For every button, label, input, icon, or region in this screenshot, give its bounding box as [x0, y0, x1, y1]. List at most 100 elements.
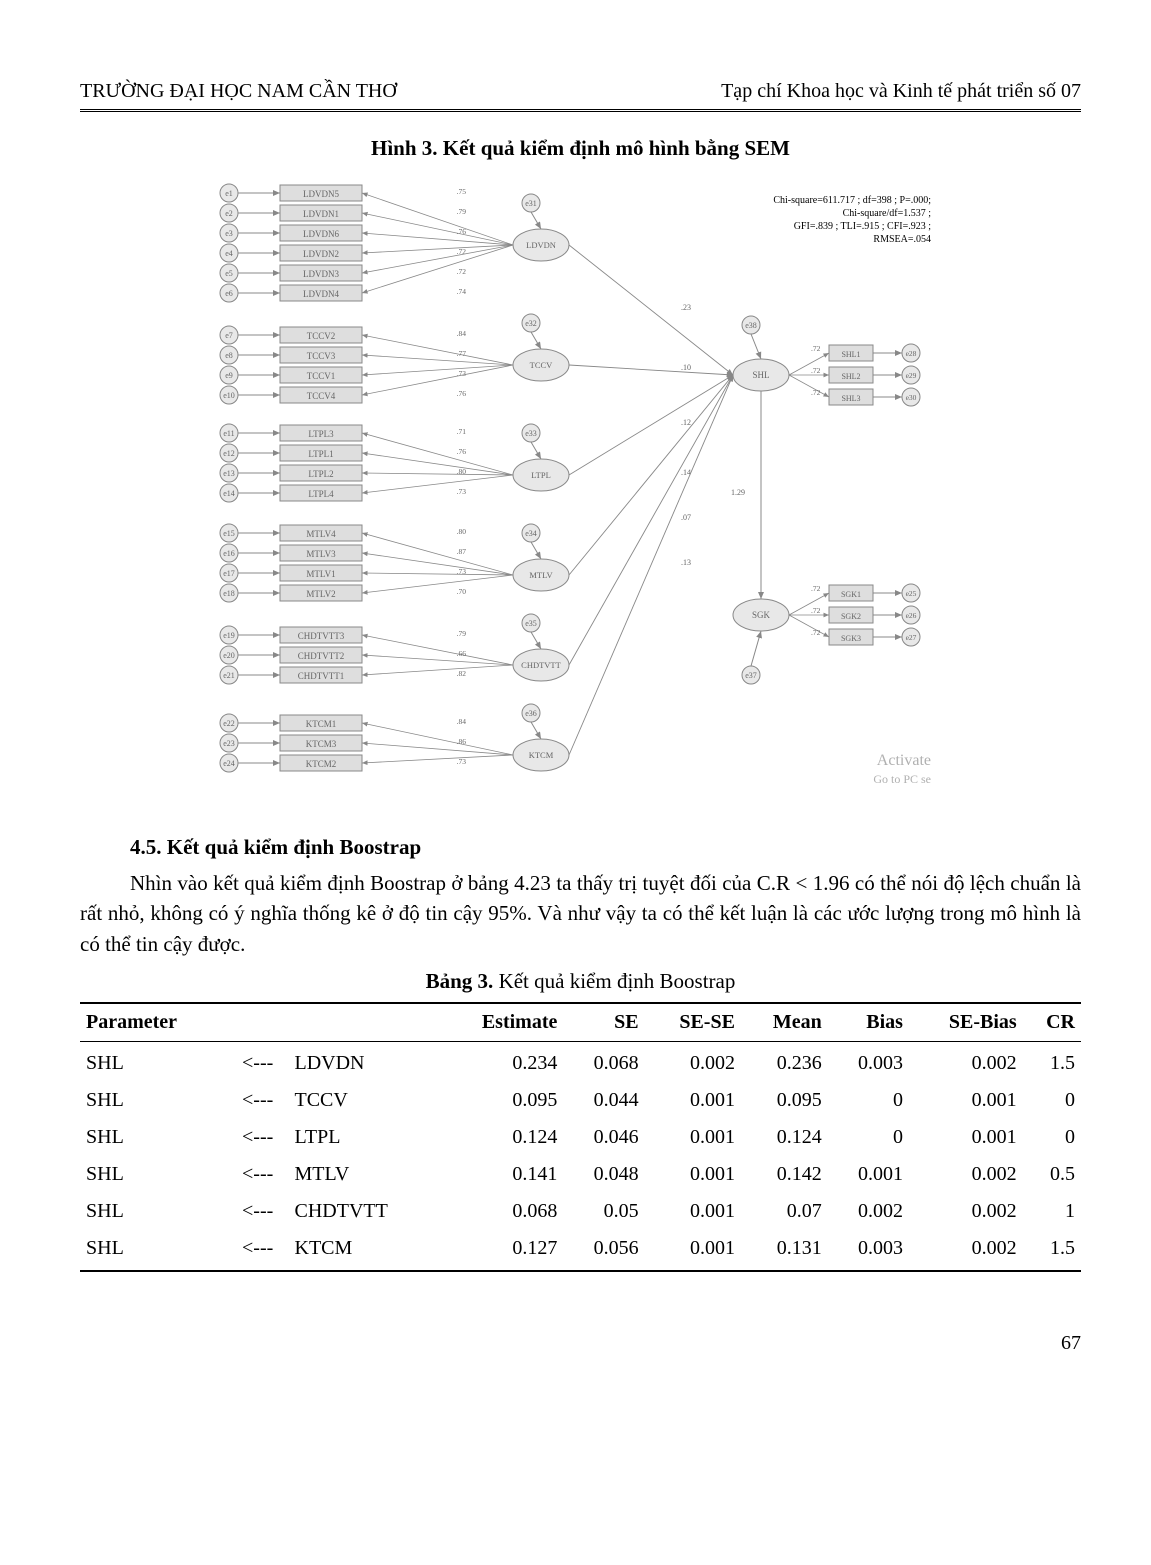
table-header-cell: CR	[1023, 1003, 1081, 1042]
svg-text:Chi-square/df=1.537 ;: Chi-square/df=1.537 ;	[842, 208, 931, 219]
table-cell: 0	[828, 1082, 909, 1119]
svg-text:LDVDN1: LDVDN1	[303, 209, 339, 219]
svg-text:e21: e21	[223, 671, 235, 680]
table-cell: 0.095	[741, 1082, 828, 1119]
svg-text:e37: e37	[745, 671, 757, 680]
svg-text:Chi-square=611.717 ; df=398 ;: Chi-square=611.717 ; df=398 ; P=.000;	[773, 195, 931, 206]
svg-text:SGK3: SGK3	[840, 634, 860, 643]
table-row: SHL<---CHDTVTT0.0680.050.0010.070.0020.0…	[80, 1193, 1081, 1230]
svg-text:CHDTVTT2: CHDTVTT2	[297, 651, 344, 661]
table-cell: 0.001	[645, 1230, 741, 1271]
table-header-cell: Parameter	[80, 1003, 227, 1042]
svg-text:LDVDN2: LDVDN2	[303, 249, 339, 259]
table-row: SHL<---KTCM0.1270.0560.0010.1310.0030.00…	[80, 1230, 1081, 1271]
svg-text:.82: .82	[456, 669, 466, 678]
svg-text:.84: .84	[456, 717, 466, 726]
svg-text:1.29: 1.29	[731, 488, 745, 497]
table-cell: 0.001	[645, 1156, 741, 1193]
table-cell: 0.002	[909, 1230, 1023, 1271]
svg-text:.80: .80	[456, 527, 466, 536]
table-cell: SHL	[80, 1119, 227, 1156]
svg-text:.79: .79	[456, 207, 466, 216]
svg-text:e31: e31	[525, 199, 537, 208]
table-cell: <---	[227, 1042, 289, 1083]
table-cell: 0.044	[563, 1082, 644, 1119]
table-cell: CHDTVTT	[289, 1193, 439, 1230]
table-cell: 0.068	[439, 1193, 564, 1230]
svg-text:SGK1: SGK1	[840, 590, 860, 599]
svg-text:.10: .10	[681, 363, 691, 372]
svg-text:e2: e2	[225, 209, 233, 218]
section-text: Nhìn vào kết quả kiểm định Boostrap ở bả…	[80, 868, 1081, 959]
table-cell: 0.131	[741, 1230, 828, 1271]
svg-text:e29: e29	[905, 371, 916, 380]
table-header-cell: SE-SE	[645, 1003, 741, 1042]
svg-text:.13: .13	[681, 558, 691, 567]
svg-text:SGK2: SGK2	[840, 612, 860, 621]
table-cell: KTCM	[289, 1230, 439, 1271]
svg-text:SHL2: SHL2	[841, 372, 860, 381]
table-cell: 0.234	[439, 1042, 564, 1083]
table-cell: 0.001	[645, 1082, 741, 1119]
svg-text:.87: .87	[456, 547, 466, 556]
table-cell: <---	[227, 1082, 289, 1119]
svg-text:e12: e12	[223, 449, 235, 458]
table-cell: <---	[227, 1230, 289, 1271]
svg-text:.84: .84	[456, 329, 466, 338]
section-heading: 4.5. Kết quả kiểm định Boostrap	[130, 835, 1081, 860]
header-left: TRƯỜNG ĐẠI HỌC NAM CẦN THƠ	[80, 80, 397, 103]
svg-text:RMSEA=.054: RMSEA=.054	[873, 234, 931, 245]
table-cell: 0.001	[909, 1119, 1023, 1156]
table-header-cell: Mean	[741, 1003, 828, 1042]
svg-text:e34: e34	[525, 529, 537, 538]
table-cell: 1.5	[1023, 1230, 1081, 1271]
table-cell: 0.141	[439, 1156, 564, 1193]
table-cell: SHL	[80, 1082, 227, 1119]
svg-text:TCCV: TCCV	[529, 360, 553, 370]
svg-text:TCCV2: TCCV2	[306, 331, 335, 341]
svg-text:.72: .72	[456, 267, 466, 276]
table-cell: 1.5	[1023, 1042, 1081, 1083]
table-cell: <---	[227, 1156, 289, 1193]
svg-text:TCCV3: TCCV3	[306, 351, 335, 361]
table-title: Bảng 3. Kết quả kiểm định Boostrap	[80, 969, 1081, 994]
table-cell: 0.046	[563, 1119, 644, 1156]
table-header-cell	[227, 1003, 289, 1042]
table-cell: <---	[227, 1193, 289, 1230]
table-cell: 0.001	[645, 1193, 741, 1230]
svg-text:LTPL: LTPL	[531, 470, 551, 480]
table-cell: SHL	[80, 1230, 227, 1271]
svg-text:SHL1: SHL1	[841, 350, 860, 359]
page-header: TRƯỜNG ĐẠI HỌC NAM CẦN THƠ Tạp chí Khoa …	[80, 80, 1081, 112]
table-cell: SHL	[80, 1156, 227, 1193]
svg-text:.70: .70	[456, 587, 466, 596]
svg-text:e3: e3	[225, 229, 233, 238]
svg-text:e14: e14	[223, 489, 235, 498]
svg-text:e7: e7	[225, 331, 233, 340]
header-right: Tạp chí Khoa học và Kinh tế phát triển s…	[721, 80, 1081, 103]
table-header-cell: Estimate	[439, 1003, 564, 1042]
svg-text:LDVDN5: LDVDN5	[303, 189, 339, 199]
svg-text:e30: e30	[905, 393, 916, 402]
svg-text:SHL: SHL	[752, 370, 769, 380]
svg-text:LDVDN4: LDVDN4	[303, 289, 339, 299]
table-row: SHL<---LTPL0.1240.0460.0010.12400.0010	[80, 1119, 1081, 1156]
table-row: SHL<---TCCV0.0950.0440.0010.09500.0010	[80, 1082, 1081, 1119]
svg-text:.66: .66	[456, 649, 466, 658]
svg-text:TCCV1: TCCV1	[306, 371, 335, 381]
page-number: 67	[80, 1332, 1081, 1355]
svg-text:e20: e20	[223, 651, 235, 660]
svg-text:e18: e18	[223, 589, 235, 598]
svg-text:.74: .74	[456, 287, 466, 296]
svg-text:KTCM3: KTCM3	[305, 739, 336, 749]
svg-text:CHDTVTT3: CHDTVTT3	[297, 631, 344, 641]
svg-text:.73: .73	[456, 487, 466, 496]
svg-text:.72: .72	[811, 606, 821, 615]
svg-text:e26: e26	[905, 611, 916, 620]
svg-text:e8: e8	[225, 351, 233, 360]
svg-text:e25: e25	[905, 589, 916, 598]
table-cell: 0.002	[645, 1042, 741, 1083]
table-cell: 0	[1023, 1119, 1081, 1156]
table-cell: SHL	[80, 1193, 227, 1230]
table-row: SHL<---LDVDN0.2340.0680.0020.2360.0030.0…	[80, 1042, 1081, 1083]
